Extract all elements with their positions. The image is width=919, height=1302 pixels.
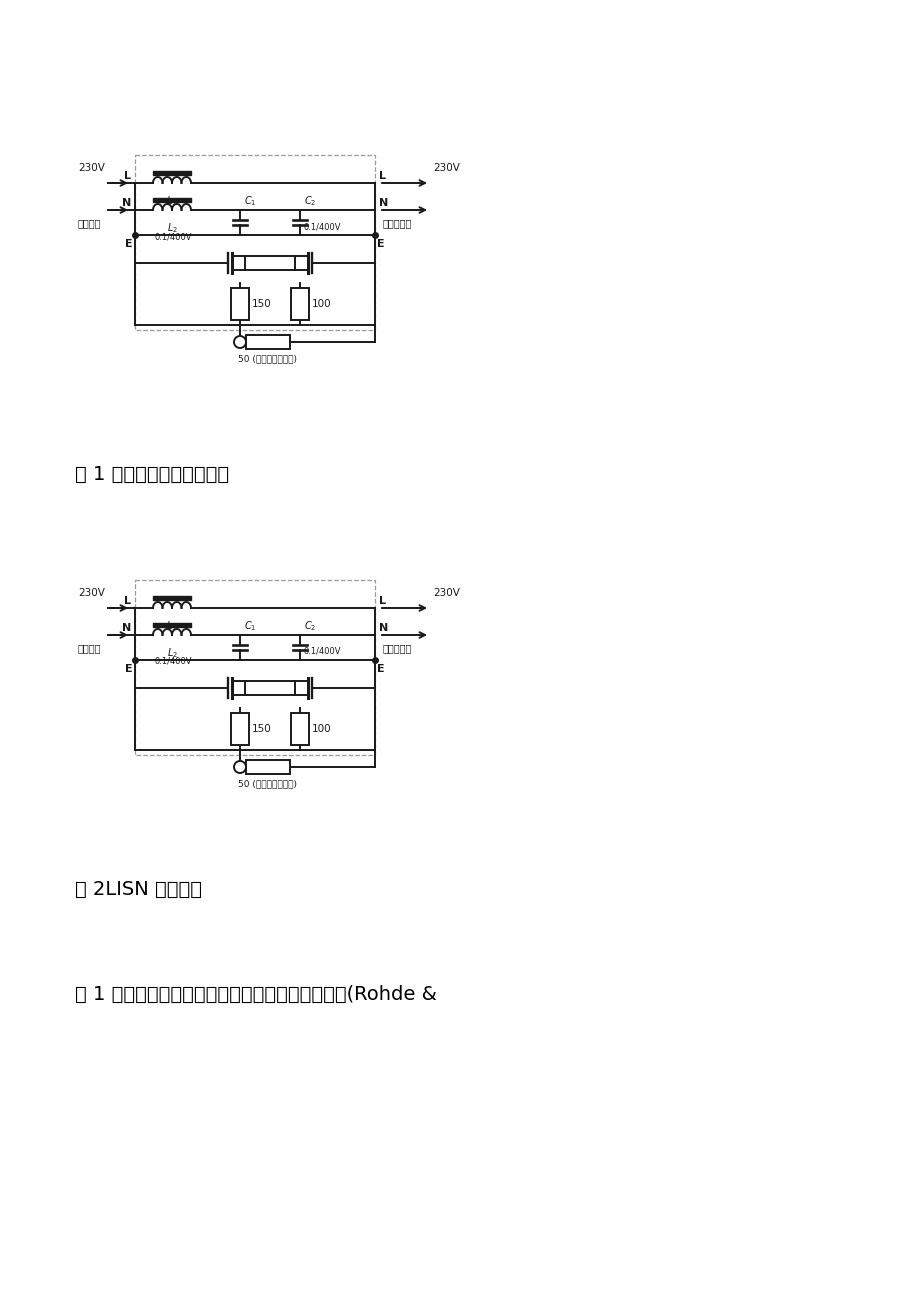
Text: N: N	[379, 198, 388, 208]
Text: 230V: 230V	[78, 163, 105, 173]
Text: 接待测样品: 接待测样品	[382, 217, 412, 228]
Text: 从电网来: 从电网来	[78, 217, 101, 228]
Bar	[135, 155, 375, 329]
Text: $L_1$: $L_1$	[166, 618, 177, 633]
Text: L: L	[124, 171, 130, 181]
Text: 50 (接收机输入阻抗): 50 (接收机输入阻抗)	[238, 779, 297, 788]
Text: $C_2$: $C_2$	[303, 620, 316, 633]
Text: 0.1/400V: 0.1/400V	[303, 647, 341, 656]
Text: N: N	[121, 198, 130, 208]
Text: L: L	[124, 596, 130, 605]
Text: N: N	[379, 622, 388, 633]
Text: 100: 100	[312, 724, 331, 734]
Text: L: L	[379, 596, 386, 605]
Bar	[231, 288, 249, 320]
Text: 接待测样品: 接待测样品	[382, 643, 412, 654]
Text: 150: 150	[252, 724, 271, 734]
Text: 图 1 传导干扰电压测试系统: 图 1 传导干扰电压测试系统	[75, 465, 229, 484]
Text: E: E	[377, 664, 384, 674]
Bar	[290, 288, 309, 320]
Bar	[290, 713, 309, 745]
Text: 100: 100	[312, 299, 331, 309]
Bar	[231, 713, 249, 745]
Text: $C_1$: $C_1$	[244, 620, 256, 633]
Text: 230V: 230V	[433, 589, 460, 598]
Text: $L_2$: $L_2$	[166, 646, 177, 660]
Text: 图 1 示出对电子镇流器传导干扰电压测试的系统图(Rohde &: 图 1 示出对电子镇流器传导干扰电压测试的系统图(Rohde &	[75, 986, 437, 1004]
Text: 150: 150	[252, 299, 271, 309]
Text: $C_1$: $C_1$	[244, 194, 256, 208]
Text: L: L	[379, 171, 386, 181]
Text: 从电网来: 从电网来	[78, 643, 101, 654]
Text: E: E	[125, 664, 133, 674]
Text: 230V: 230V	[433, 163, 460, 173]
Text: $L_1$: $L_1$	[166, 194, 177, 208]
Bar	[245, 335, 289, 349]
Text: 0.1/400V: 0.1/400V	[154, 658, 192, 667]
Text: E: E	[377, 240, 384, 249]
Text: N: N	[121, 622, 130, 633]
Text: 230V: 230V	[78, 589, 105, 598]
Bar	[135, 579, 375, 755]
Text: 图 2LISN 简化电路: 图 2LISN 简化电路	[75, 880, 202, 898]
Text: $L_2$: $L_2$	[166, 221, 177, 234]
Text: $C_2$: $C_2$	[303, 194, 316, 208]
Text: 50 (接收机输入阻抗): 50 (接收机输入阻抗)	[238, 354, 297, 363]
Bar	[245, 760, 289, 773]
Text: 0.1/400V: 0.1/400V	[154, 232, 192, 241]
Text: E: E	[125, 240, 133, 249]
Text: 0.1/400V: 0.1/400V	[303, 223, 341, 230]
